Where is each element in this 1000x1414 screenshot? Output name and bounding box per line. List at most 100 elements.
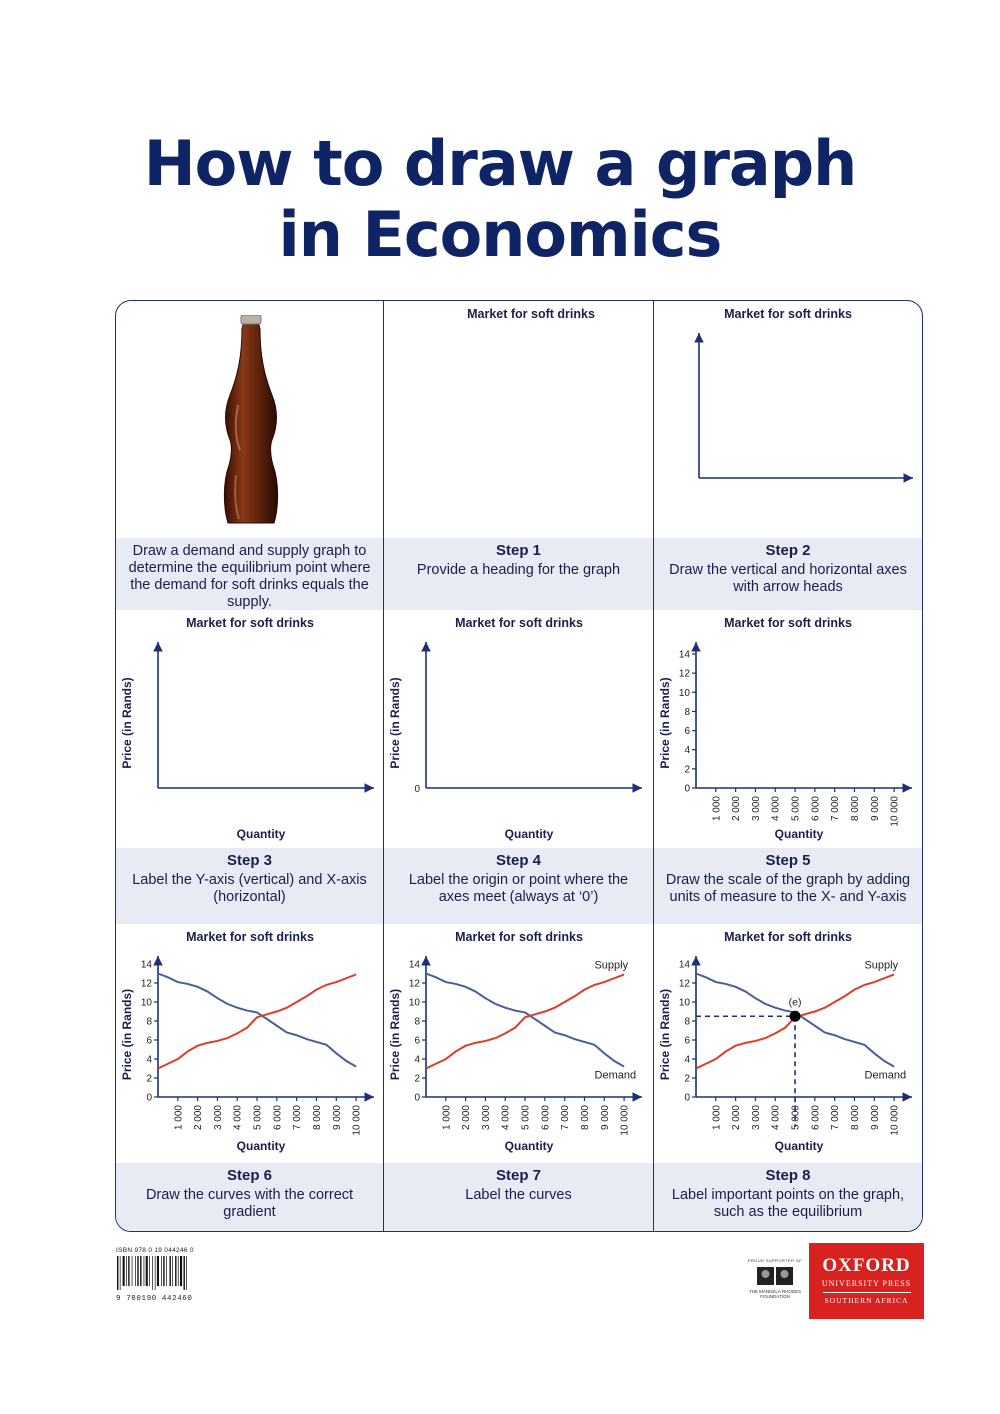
mandela-portraits-icon (757, 1267, 793, 1285)
y-tick-label: 6 (146, 1036, 152, 1047)
x-tick-label: 7 000 (292, 1105, 303, 1130)
y-axis-label: Price (in Rands) (120, 677, 134, 768)
step-description: Draw the scale of the graph by adding un… (665, 872, 911, 905)
x-tick-label: 2 000 (193, 1105, 204, 1130)
x-tick-label: 2 000 (731, 796, 742, 821)
x-tick-label: 3 000 (751, 1105, 762, 1130)
y-tick-label: 8 (414, 1017, 420, 1028)
barcode-bar (119, 1256, 121, 1290)
x-tick-label: 8 000 (850, 1105, 861, 1130)
equilibrium-label: (e) (789, 996, 802, 1008)
step-graph: Market for soft drinks (694, 307, 913, 483)
x-tick-label: 6 000 (810, 1105, 821, 1130)
y-tick-label: 14 (141, 960, 153, 971)
step-graph: Market for soft drinks Price (in Rands) Qu… (388, 930, 642, 1153)
barcode-bar (137, 1256, 139, 1286)
y-tick-label: 4 (414, 1055, 420, 1066)
isbn-text: ISBN 978 0 19 044246 0 (116, 1247, 194, 1254)
barcode-bar (169, 1256, 171, 1286)
step-graph: Market for soft drinks (467, 307, 595, 321)
x-tick-label: 5 000 (791, 1105, 802, 1130)
oxford-press: UNIVERSITY PRESS (821, 1279, 912, 1288)
y-tick-label: 2 (146, 1074, 152, 1085)
y-tick-label: 4 (146, 1055, 152, 1066)
barcode-number: 9 780190 442460 (116, 1295, 193, 1303)
step-caption: Step 5 Draw the scale of the graph by add… (654, 848, 922, 924)
barcode-bar (140, 1256, 142, 1286)
x-tick-label: 4 000 (771, 796, 782, 821)
barcode-bar (131, 1256, 133, 1286)
x-tick-label: 5 000 (253, 1105, 264, 1130)
x-tick-label: 1 000 (711, 1105, 722, 1130)
barcode-bar (180, 1256, 183, 1286)
x-tick-label: 2 000 (461, 1105, 472, 1130)
x-tick-label: 1 000 (441, 1105, 452, 1130)
page-title-line1: How to draw a graph (143, 127, 858, 200)
barcode-bar (166, 1256, 167, 1286)
y-tick-label: 10 (409, 998, 421, 1009)
step-graph: Market for soft drinks Price (in Rands) Qu… (388, 616, 642, 841)
x-tick-label: 9 000 (332, 1105, 343, 1130)
isbn-barcode-block: ISBN 978 0 19 044246 0 9 780190 442460 (116, 1247, 216, 1303)
barcode-bar (135, 1256, 136, 1286)
barcode-bar (122, 1256, 125, 1286)
demand-curve (425, 972, 625, 1068)
step-panel-2: Step 2 Draw the vertical and horizontal a… (654, 301, 922, 610)
barcode-bar (152, 1256, 153, 1290)
supply-curve (425, 973, 625, 1070)
x-tick-label: 4 000 (771, 1105, 782, 1130)
y-tick-label: 12 (141, 979, 153, 990)
y-tick-label: 8 (684, 707, 690, 718)
x-tick-label: 10 000 (890, 1105, 901, 1136)
x-tick-label: 9 000 (600, 1105, 611, 1130)
y-tick-label: 0 (684, 1093, 690, 1104)
step-graph: Market for soft drinks Price (in Rands) Qu… (120, 930, 374, 1153)
barcode-bar (161, 1256, 162, 1286)
y-tick-label: 0 (146, 1093, 152, 1104)
page-title-line2: in Economics (278, 198, 723, 271)
step-number: Step 6 (226, 1167, 272, 1184)
barcode-bar (175, 1256, 177, 1286)
x-tick-label: 3 000 (481, 1105, 492, 1130)
y-tick-label: 10 (679, 688, 691, 699)
mandela-bottom-label: THE MANDELA RHODES FOUNDATION (748, 1289, 802, 1299)
step-panel-1: Step 1 Provide a heading for the graph Mar… (384, 301, 654, 610)
x-tick-label: 3 000 (751, 796, 762, 821)
barcode-bar (143, 1256, 145, 1286)
step-number: Step 1 (495, 542, 541, 559)
oxford-region: SOUTHERN AFRICA (824, 1296, 909, 1305)
x-tick-label: 6 000 (810, 796, 821, 821)
supply-label: Supply (594, 959, 628, 971)
y-tick-label: 12 (409, 979, 421, 990)
barcode-bar (172, 1256, 173, 1286)
graph-heading: Market for soft drinks (455, 930, 583, 944)
oxford-name: OXFORD (822, 1255, 911, 1276)
oxford-divider (822, 1292, 911, 1293)
x-axis-label: Quantity (775, 1139, 824, 1153)
x-tick-label: 7 000 (830, 1105, 841, 1130)
x-axis-label: Quantity (505, 827, 554, 841)
barcode-bar (177, 1256, 179, 1286)
graph-heading: Market for soft drinks (186, 616, 314, 630)
step-panel-0: Draw a demand and supply graph to determ… (116, 301, 384, 610)
y-tick-label: 2 (414, 1074, 420, 1085)
demand-curve (157, 972, 357, 1068)
x-tick-label: 6 000 (540, 1105, 551, 1130)
y-tick-label: 8 (146, 1017, 152, 1028)
step-description: Draw the vertical and horizontal axes wi… (669, 562, 907, 595)
x-tick-label: 10 000 (890, 796, 901, 827)
x-axis-label: Quantity (237, 1139, 286, 1153)
x-tick-label: 4 000 (501, 1105, 512, 1130)
x-tick-label: 4 000 (233, 1105, 244, 1130)
y-tick-label: 6 (684, 1036, 690, 1047)
step-description: Label the Y-axis (vertical) and X-axis (… (132, 872, 367, 905)
barcode-bar (117, 1256, 119, 1290)
step-number: Step 2 (765, 542, 811, 559)
mandela-top-label: PROUD SUPPORTER OF (747, 1258, 803, 1263)
step-panel-5: Step 5 Draw the scale of the graph by add… (654, 610, 922, 924)
x-tick-label: 2 000 (731, 1105, 742, 1130)
graph-heading: Market for soft drinks (186, 930, 314, 944)
y-tick-label: 14 (679, 650, 691, 661)
demand-label: Demand (595, 1070, 637, 1082)
barcode-bar (183, 1256, 185, 1290)
